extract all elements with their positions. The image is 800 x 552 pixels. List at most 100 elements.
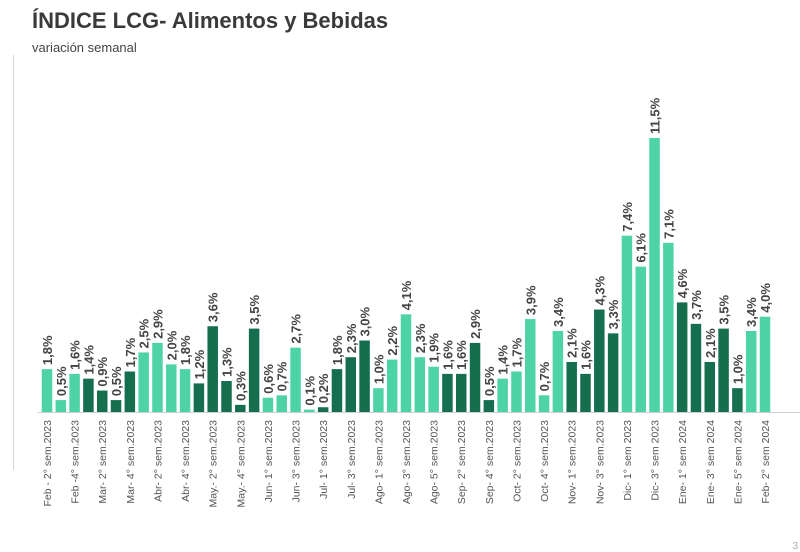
data-label: 0,5% [482,366,497,396]
data-label: 11,5% [648,97,663,134]
bar [331,369,343,412]
left-divider [13,55,14,470]
bar [96,390,108,412]
x-tick-label: Oct- 2° sem.2023 [511,420,523,502]
data-label: 0,5% [109,366,124,396]
bar [580,373,591,412]
x-tick-label: Feb - 2° sem.2023 [42,420,54,507]
data-label: 1,8% [178,335,193,365]
data-label: 0,6% [261,364,276,394]
bar [663,242,674,412]
bar [41,369,53,412]
bar [110,400,122,412]
data-label: 1,6% [579,340,594,370]
data-label: 1,0% [371,354,386,384]
bar [635,266,646,412]
data-label: 3,4% [551,297,566,327]
data-label: 1,3% [220,347,235,377]
bar [676,302,688,412]
bar [607,333,619,412]
bar [276,395,287,412]
data-label: 1,8% [40,335,55,365]
x-tick-label: Jun- 3° sem.2023 [291,420,303,503]
page-number: 3 [792,541,798,552]
x-tick-label: Mar- 4° sem.2023 [125,420,137,504]
bar [442,373,453,412]
bar [207,326,218,412]
data-label: 2,1% [565,328,580,358]
bar [152,342,163,412]
bar [83,378,94,412]
bar [262,397,274,412]
data-label: 4,1% [399,280,414,310]
bar [304,409,315,412]
x-tick-label: Ene- 1° sem 2024 [677,420,689,504]
data-label: 2,9% [468,309,483,339]
data-label: 1,6% [454,340,469,370]
x-tick-label: Abr- 2° sem.2023 [152,420,164,502]
data-label: 2,7% [289,314,304,344]
bar [414,357,426,412]
data-label: 1,6% [68,340,83,370]
x-tick-label: Jun- 1° sem.2023 [263,420,275,503]
data-label: 1,7% [509,337,524,367]
x-tick-label: Feb -4° sem.2023 [70,420,82,504]
bar [248,328,260,412]
x-tick-label: Sep- 4° sem.2023 [484,420,496,504]
bar [317,407,329,412]
bar [235,404,246,412]
bar [428,366,439,412]
data-label: 4,3% [592,275,607,305]
bar [455,373,467,412]
bar [732,388,743,412]
data-label: 7,4% [620,202,635,232]
data-label: 1,4% [496,345,511,375]
data-label: 2,3% [344,323,359,353]
bar [166,364,177,412]
bar [469,342,481,412]
bar [221,381,232,412]
data-label: 3,4% [744,297,759,327]
bar [745,330,757,412]
x-tick-label: Ene- 5° sem 2024 [732,420,744,504]
data-label: 2,5% [137,318,152,348]
bar [525,319,536,412]
data-label: 0,7% [537,361,552,391]
bar [124,371,136,412]
bar [193,383,205,412]
x-tick-label: Ago- 3° sem.2023 [401,420,413,504]
bar [69,373,80,412]
x-tick-label: Oct- 4° sem.2023 [539,420,551,502]
data-label: 2,2% [385,326,400,356]
data-label: 0,9% [95,356,110,386]
bar [138,352,149,412]
bar [511,371,522,412]
data-label: 3,0% [358,306,373,336]
data-label: 2,9% [150,309,165,339]
data-label: 3,3% [606,299,621,329]
data-label: 2,1% [703,328,718,358]
x-tick-label: Abr- 4° sem.2023 [180,420,192,502]
data-label: 4,6% [675,268,690,298]
data-label: 1,9% [427,333,442,363]
x-tick-label: Nov- 1° sem.2023 [567,420,579,504]
data-label: 1,0% [730,354,745,384]
bar [538,395,550,412]
x-tick-label: Dic- 3° sem 2023 [650,420,662,501]
bar [179,369,191,412]
data-label: 0,1% [302,376,317,406]
x-tick-label: Mar- 2° sem.2023 [97,420,109,504]
x-tick-label: Nov- 3° sem.2023 [594,420,606,504]
x-tick-label: May.- 2° sem.2023 [208,420,220,508]
data-label: 3,7% [689,290,704,320]
data-label: 4,0% [758,283,773,313]
x-tick-label: Jul- 3° sem.2023 [346,420,358,499]
bar [552,330,564,412]
data-label: 1,8% [330,335,345,365]
data-label: 2,3% [413,323,428,353]
data-label: 1,7% [123,337,138,367]
data-label: 1,4% [81,345,96,375]
bar [497,378,508,412]
bar [704,361,716,412]
bar [483,400,495,412]
